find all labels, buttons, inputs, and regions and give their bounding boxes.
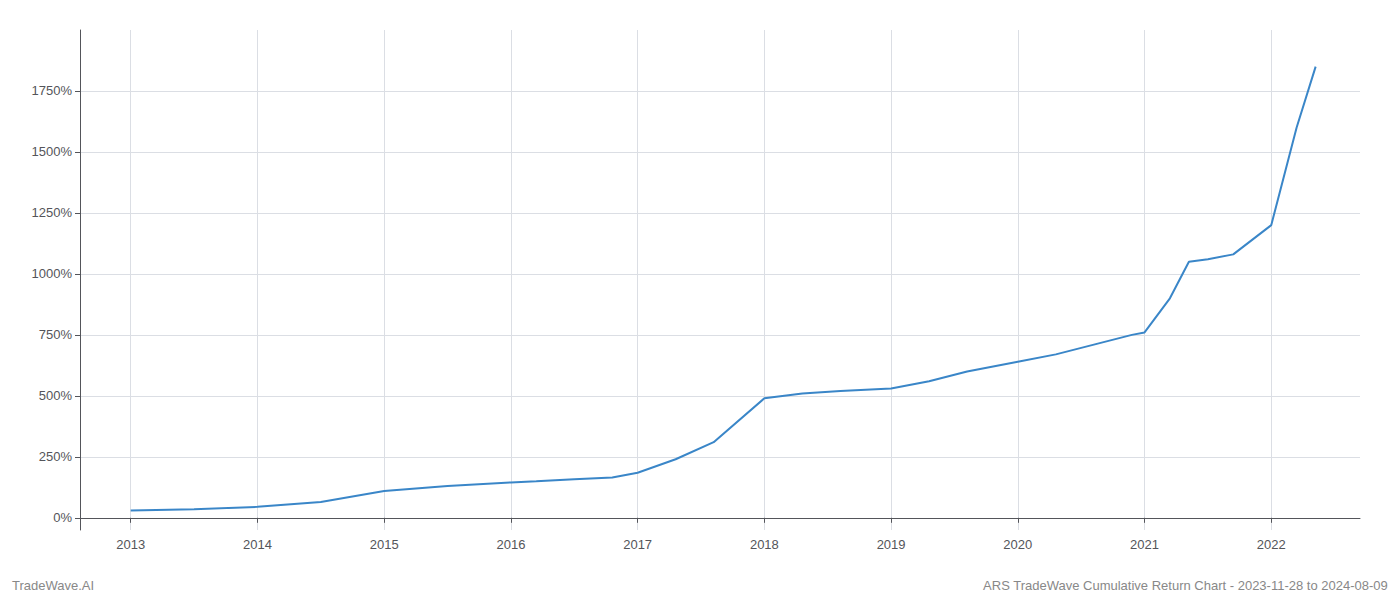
svg-text:2020: 2020 [1003,537,1032,552]
svg-text:2014: 2014 [243,537,272,552]
svg-text:2018: 2018 [750,537,779,552]
svg-text:2017: 2017 [623,537,652,552]
svg-text:2013: 2013 [116,537,145,552]
svg-text:0%: 0% [53,510,72,525]
svg-text:2015: 2015 [370,537,399,552]
svg-text:2019: 2019 [877,537,906,552]
svg-text:TradeWave.AI: TradeWave.AI [12,578,94,593]
svg-text:250%: 250% [39,449,73,464]
svg-text:1250%: 1250% [32,205,73,220]
svg-text:500%: 500% [39,388,73,403]
svg-text:1000%: 1000% [32,266,73,281]
svg-text:ARS TradeWave Cumulative Retur: ARS TradeWave Cumulative Return Chart - … [983,578,1388,593]
svg-text:750%: 750% [39,327,73,342]
svg-text:1500%: 1500% [32,144,73,159]
svg-text:1750%: 1750% [32,83,73,98]
svg-text:2022: 2022 [1257,537,1286,552]
svg-text:2021: 2021 [1130,537,1159,552]
svg-text:2016: 2016 [496,537,525,552]
